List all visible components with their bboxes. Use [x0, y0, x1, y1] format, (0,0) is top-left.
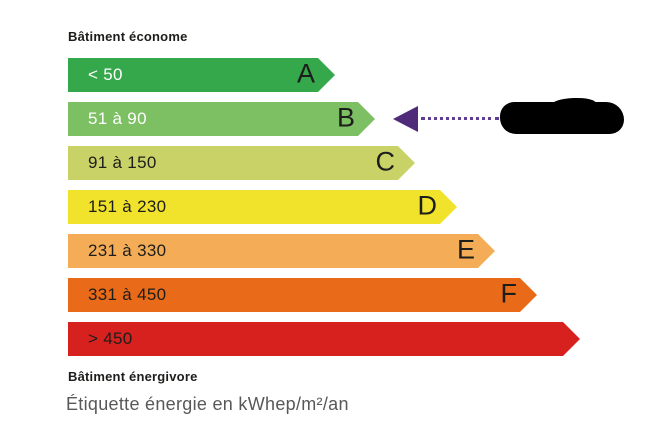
energy-scale: < 50 A 51 à 90 B 91 à 150 C 151 à 230 D … — [68, 58, 580, 366]
energy-bar-c: 91 à 150 C — [68, 146, 415, 180]
range-label-f: 331 à 450 — [88, 285, 167, 304]
grade-letter-d: D — [417, 190, 437, 221]
energy-label-caption: Étiquette énergie en kWhep/m²/an — [66, 394, 349, 414]
grade-letter-a: A — [296, 58, 315, 89]
grade-letter-f: F — [500, 278, 517, 309]
energy-bar-f: 331 à 450 F — [68, 278, 537, 312]
grade-letter-c: C — [375, 146, 395, 177]
range-label-g: > 450 — [88, 329, 133, 348]
dotted-connector-line — [421, 117, 499, 120]
selected-rating-pointer-icon — [393, 106, 418, 132]
range-label-d: 151 à 230 — [88, 197, 167, 216]
range-label-b: 51 à 90 — [88, 109, 147, 128]
energy-bar-d: 151 à 230 D — [68, 190, 457, 224]
range-label-a: < 50 — [88, 65, 123, 84]
grade-letter-b: B — [336, 102, 355, 133]
energy-bar-b: 51 à 90 B — [68, 102, 375, 136]
range-label-e: 231 à 330 — [88, 241, 167, 260]
range-label-c: 91 à 150 — [88, 153, 157, 172]
redacted-value-marker — [500, 102, 624, 134]
energy-bar-g: > 450 — [68, 322, 580, 356]
economical-building-label: Bâtiment économe — [68, 29, 188, 44]
grade-letter-e: E — [456, 234, 475, 265]
energy-bar-a: < 50 A — [68, 58, 335, 92]
energy-bar-e: 231 à 330 E — [68, 234, 495, 268]
energy-intensive-building-label: Bâtiment énergivore — [68, 369, 198, 384]
